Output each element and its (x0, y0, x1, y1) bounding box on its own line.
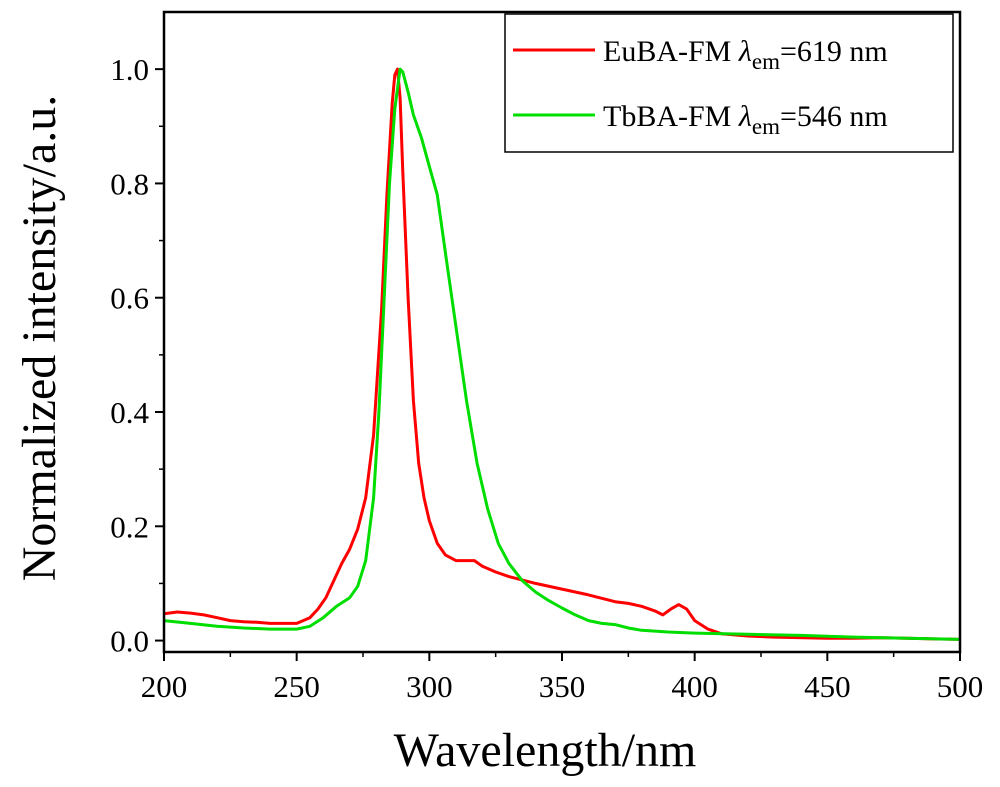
y-axis-title: Normalized intensity/a.u. (13, 95, 66, 582)
legend-prefix-eu: EuBA-FM (603, 35, 739, 68)
x-tick-label-500: 500 (937, 669, 984, 704)
legend-suffix-eu: =619 nm (780, 35, 888, 68)
legend: EuBA-FM λem=619 nm TbBA-FM λem=546 nm (504, 13, 954, 153)
legend-label-eu: EuBA-FM λem=619 nm (603, 35, 888, 74)
legend-prefix-tb: TbBA-FM (603, 100, 739, 133)
x-tick-label-300: 300 (406, 669, 453, 704)
series-line-euba-fm (163, 67, 961, 641)
x-tick-label-250: 250 (273, 669, 320, 704)
x-tick-label-400: 400 (671, 669, 718, 704)
y-tick-label-0.6: 0.6 (110, 281, 149, 316)
lambda-symbol-eu: λ (738, 35, 752, 68)
y-tick-label-0: 0.0 (110, 624, 149, 659)
x-tick-label-350: 350 (539, 669, 586, 704)
legend-subscript-eu: em (752, 49, 780, 74)
legend-suffix-tb: =546 nm (780, 100, 888, 133)
legend-label-tb: TbBA-FM λem=546 nm (603, 100, 888, 139)
x-tick-label-200: 200 (141, 669, 188, 704)
x-tick-label-450: 450 (804, 669, 851, 704)
ticks-layer: 200 250 300 350 400 450 500 0.0 0.2 0.4 0.6 0.8 1.0 (110, 52, 983, 704)
x-axis-title: Wavelength/nm (394, 724, 697, 777)
series-layer (163, 67, 961, 641)
y-tick-label-0.8: 0.8 (110, 166, 149, 201)
y-tick-label-1: 1.0 (110, 52, 149, 87)
y-tick-label-0.2: 0.2 (110, 509, 149, 544)
legend-subscript-tb: em (752, 114, 780, 139)
y-tick-label-0.4: 0.4 (110, 395, 149, 430)
legend-box (504, 13, 954, 153)
lambda-symbol-tb: λ (738, 100, 752, 133)
series-line-tbba-fm (163, 67, 961, 641)
